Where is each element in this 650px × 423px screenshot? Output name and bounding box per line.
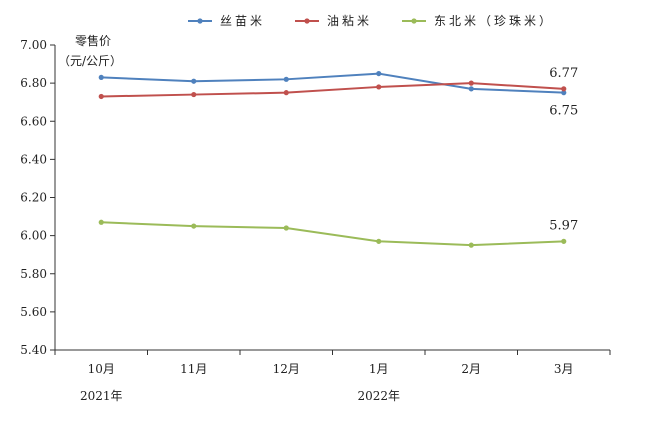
y-axis-title-line: （元/公斤） (58, 54, 122, 68)
data-point (468, 86, 474, 92)
data-label: 5.97 (549, 218, 578, 233)
x-tick-label: 1月 (369, 362, 389, 376)
x-axis: 10月 11月 12月 1月 2月 3月 2021年 2022年 (54, 349, 611, 403)
x-tick-label: 3月 (554, 362, 574, 376)
data-label: 6.75 (549, 104, 578, 119)
series-2 (98, 80, 567, 100)
series-group (98, 70, 567, 248)
series-3 (98, 219, 567, 248)
legend-swatch-marker (304, 18, 310, 24)
y-tick-label: 5.80 (20, 267, 47, 281)
data-point (191, 223, 197, 229)
x-tick-label: 12月 (273, 362, 300, 376)
y-tick-label: 5.60 (20, 305, 47, 319)
legend-swatch-marker (197, 18, 203, 24)
legend-item-2: 油粘米 (295, 13, 372, 28)
legend-label: 丝苗米 (220, 14, 265, 28)
data-point (283, 225, 289, 231)
data-point (561, 238, 567, 244)
data-point (283, 76, 289, 82)
x-tick-label: 10月 (88, 362, 115, 376)
data-point (98, 219, 104, 225)
series-line (101, 72, 564, 94)
legend-label: 油粘米 (327, 13, 372, 28)
y-axis-title: 零售价 （元/公斤） (58, 33, 122, 68)
data-point (468, 80, 474, 86)
y-tick-label: 6.80 (20, 76, 47, 90)
data-point (376, 238, 382, 244)
data-point (376, 70, 382, 77)
series-line (101, 221, 564, 247)
y-tick-label: 7.00 (20, 38, 47, 52)
legend-swatch-marker (411, 18, 417, 24)
x-tick-label: 11月 (180, 362, 207, 376)
data-label: 6.77 (549, 66, 578, 81)
x-group-label: 2021年 (80, 389, 123, 403)
x-tick-label: 2月 (461, 362, 481, 376)
data-point (283, 90, 289, 96)
y-axis-title-line: 零售价 (75, 33, 111, 48)
data-point (376, 84, 382, 90)
data-point (561, 86, 567, 92)
y-axis: 5.40 5.60 5.80 6.00 6.20 6.40 6.60 6.80 7.00 (20, 38, 56, 357)
annotations: 6.77 6.75 5.97 (549, 66, 578, 234)
legend-label: 东北米（珍珠米） (434, 14, 554, 28)
data-point (98, 74, 104, 81)
x-group-label: 2022年 (357, 389, 400, 403)
legend: 丝苗米 油粘米 东北米（珍珠米） (188, 13, 554, 28)
series-1 (98, 70, 567, 96)
data-point (98, 93, 104, 100)
data-point (468, 242, 474, 248)
legend-item-1: 丝苗米 (188, 14, 265, 28)
y-tick-label: 6.00 (20, 229, 47, 243)
y-tick-label: 6.20 (20, 191, 47, 205)
data-point (191, 78, 197, 84)
data-point (191, 91, 197, 98)
legend-item-3: 东北米（珍珠米） (402, 14, 554, 28)
data-point (561, 90, 567, 96)
y-tick-label: 6.60 (20, 114, 47, 128)
series-line (101, 82, 564, 98)
y-tick-label: 5.40 (20, 343, 47, 357)
y-tick-label: 6.40 (20, 152, 47, 166)
